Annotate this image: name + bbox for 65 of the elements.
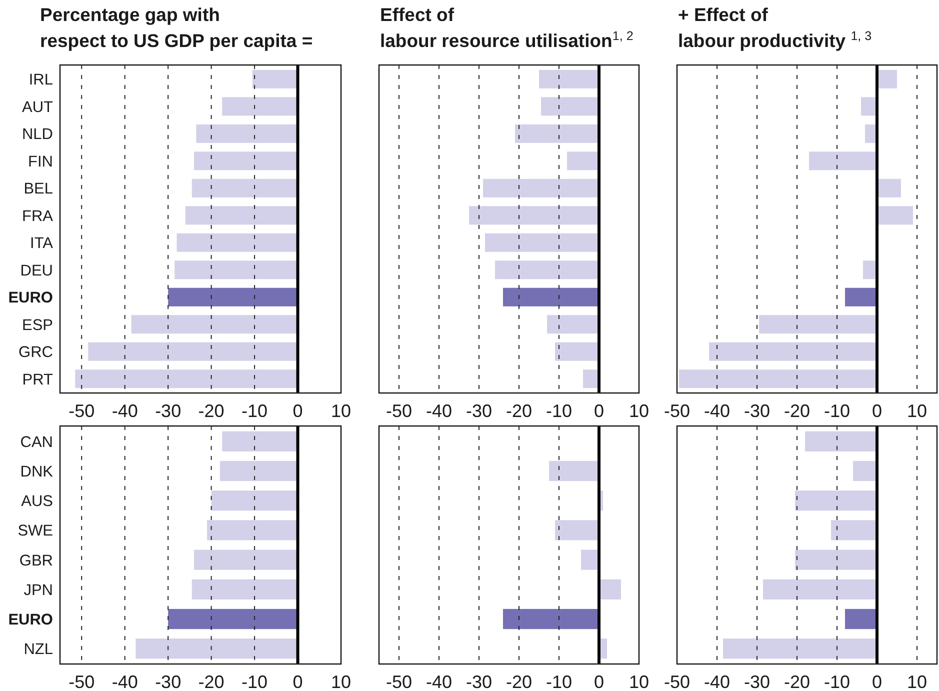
y-tick-label: ESP <box>22 316 53 334</box>
x-tick-label: -40 <box>112 672 138 691</box>
x-tick-label: 0 <box>292 401 303 421</box>
y-tick-label: PRT <box>22 371 54 388</box>
x-tick-label: -50 <box>68 672 95 691</box>
y-tick-label: GRC <box>18 344 53 362</box>
x-tick-label: -30 <box>155 401 182 421</box>
y-tick-label: CAN <box>20 434 53 451</box>
y-tick-label: AUT <box>22 98 54 116</box>
x-tick-label: -10 <box>546 672 572 691</box>
y-tick-label: DNK <box>20 463 54 480</box>
x-tick-label: -20 <box>784 672 810 691</box>
x-tick-label: -40 <box>426 672 452 691</box>
x-tick-label: 0 <box>872 672 882 691</box>
y-tick-label: DEU <box>20 262 53 280</box>
x-tick-label: -50 <box>664 672 690 691</box>
y-tick-label: JPN <box>24 582 53 599</box>
x-tick-label: -50 <box>386 672 412 691</box>
x-tick-label: 0 <box>292 672 303 691</box>
y-tick-label: NLD <box>22 126 53 144</box>
chart-title: Percentage gap with respect to US GDP per capita = <box>40 4 313 51</box>
y-tick-label: FRA <box>22 208 54 225</box>
y-tick-label: FIN <box>28 153 53 170</box>
y-tick-label: IRL <box>28 72 54 89</box>
x-tick-label: -10 <box>242 401 268 421</box>
x-tick-label: -30 <box>155 672 182 691</box>
chart-title: + Effect of labour productivity $^{1, 3}$ <box>678 4 872 51</box>
x-tick-label: 10 <box>628 672 650 691</box>
x-tick-label: -20 <box>506 672 532 691</box>
x-tick-label: 0 <box>594 672 604 691</box>
y-tick-label: AUS <box>21 493 53 510</box>
x-tick-label: -10 <box>824 401 850 421</box>
x-tick-label: -50 <box>68 401 95 421</box>
x-tick-label: -40 <box>704 672 730 691</box>
x-tick-label: -50 <box>386 401 412 421</box>
x-tick-label: -10 <box>824 672 850 691</box>
y-tick-label: SWE <box>18 522 53 540</box>
x-tick-label: 10 <box>906 672 928 691</box>
y-tick-label: NZL <box>24 641 54 658</box>
x-tick-label: -30 <box>744 401 770 421</box>
y-tick-label: ITA <box>30 235 54 252</box>
x-tick-label: -30 <box>466 672 492 691</box>
x-tick-label: -40 <box>704 401 730 421</box>
x-tick-label: -50 <box>664 401 690 421</box>
y-tick-label: EURO <box>8 290 53 307</box>
x-tick-label: 10 <box>628 401 650 421</box>
x-tick-label: 0 <box>594 401 604 421</box>
x-tick-label: -30 <box>744 672 770 691</box>
x-tick-label: -10 <box>242 672 268 691</box>
x-tick-label: 10 <box>906 401 928 421</box>
y-tick-label: BEL <box>24 180 54 198</box>
x-tick-label: -40 <box>426 401 452 421</box>
x-tick-label: -20 <box>198 672 224 691</box>
x-tick-label: -10 <box>546 401 572 421</box>
x-tick-label: 10 <box>330 672 352 691</box>
x-tick-label: -40 <box>112 401 138 421</box>
x-tick-label: -20 <box>198 401 224 421</box>
x-tick-label: 0 <box>872 401 882 421</box>
x-tick-label: -20 <box>506 401 532 421</box>
x-tick-label: -30 <box>466 401 492 421</box>
y-tick-label: GBR <box>19 552 53 570</box>
chart-title: Effect of labour resource utilisation$^{1, 2}$ <box>380 4 634 51</box>
x-tick-label: 10 <box>330 401 352 421</box>
y-tick-label: EURO <box>8 612 53 629</box>
x-tick-label: -20 <box>784 401 810 421</box>
